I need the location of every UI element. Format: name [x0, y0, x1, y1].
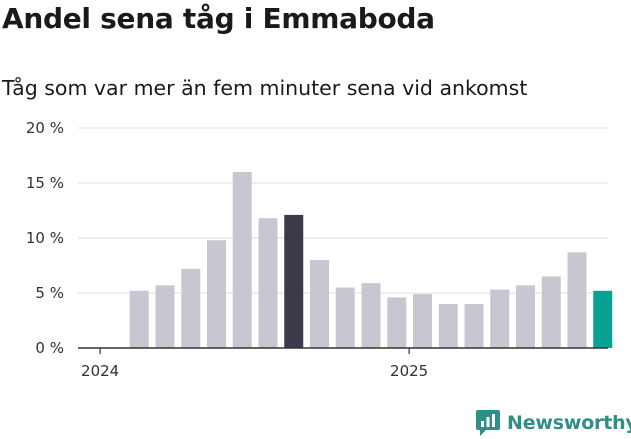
bar [387, 297, 407, 348]
newsworthy-brand: Newsworthy [475, 408, 631, 438]
bar [464, 304, 484, 348]
y-tick-label: 20 % [26, 119, 64, 137]
bar [207, 240, 226, 348]
bar [413, 294, 432, 348]
bar [129, 290, 149, 348]
bar [258, 218, 278, 348]
bar [438, 304, 458, 348]
x-year-label: 2024 [81, 362, 119, 380]
y-tick-label: 5 % [35, 284, 64, 302]
bar [567, 252, 587, 348]
bar [310, 260, 329, 348]
y-tick-label: 15 % [26, 174, 64, 192]
bar [516, 285, 535, 348]
bar [155, 285, 175, 348]
y-tick-label: 10 % [26, 229, 64, 247]
chart-title: Andel sena tåg i Emmaboda [2, 2, 435, 35]
bar [593, 290, 613, 348]
bar-chart: 0 % 5 % 10 % 15 % 20 % 2024 2025 [26, 119, 613, 380]
brand-name: Newsworthy [507, 412, 631, 434]
bar [490, 289, 510, 348]
bar [541, 276, 561, 348]
newsworthy-logo-icon [476, 410, 500, 436]
bar [232, 172, 252, 348]
x-year-label: 2025 [390, 362, 428, 380]
bar [284, 214, 304, 348]
bar [335, 287, 355, 348]
bar [181, 268, 201, 348]
chart-subtitle: Tåg som var mer än fem minuter sena vid … [2, 76, 528, 100]
y-tick-label: 0 % [35, 339, 64, 357]
bar [361, 283, 381, 348]
